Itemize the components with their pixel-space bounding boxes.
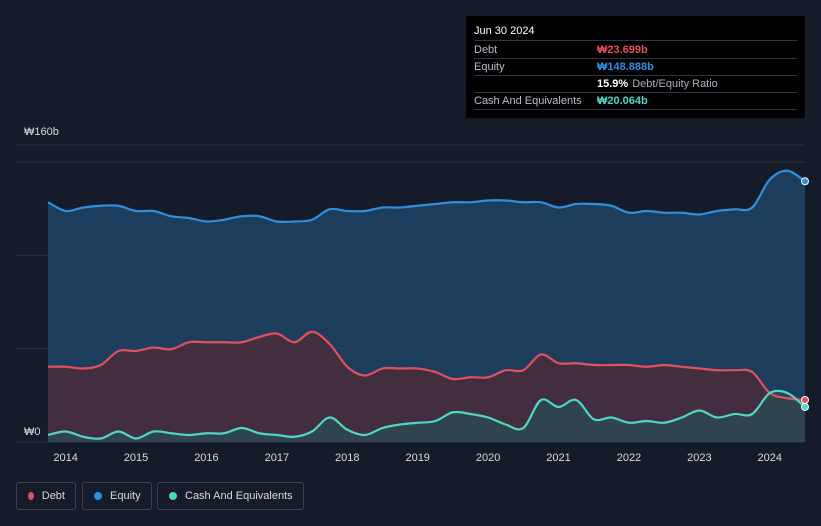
- x-tick-label: 2016: [194, 452, 218, 464]
- x-tick-label: 2022: [617, 452, 641, 464]
- tooltip-equity-value: ₩148.888b: [597, 61, 654, 73]
- equity-dot-icon: [94, 492, 102, 500]
- tooltip-cash-value: ₩20.064b: [597, 95, 648, 107]
- series-lines: [47, 169, 806, 440]
- y-tick-label-zero: ₩0: [24, 426, 41, 438]
- x-tick-label: 2021: [546, 452, 570, 464]
- tooltip-ratio-spacer: [474, 76, 597, 92]
- tooltip-row-debt: Debt ₩23.699b: [474, 42, 797, 59]
- x-tick-label: 2019: [405, 452, 429, 464]
- legend-cash-label: Cash And Equivalents: [185, 490, 293, 502]
- x-axis-ticks: 2014 2015 2016 2017 2018 2019 2020 2021 2022 2023…: [53, 452, 782, 464]
- legend-item-debt[interactable]: Debt: [16, 482, 76, 510]
- equity-line: [47, 169, 806, 224]
- tooltip-panel: Jun 30 2024 Debt ₩23.699b Equity ₩148.88…: [466, 16, 805, 118]
- tooltip-row-cash: Cash And Equivalents ₩20.064b: [474, 93, 797, 110]
- debt-area: [48, 331, 805, 442]
- x-tick-label: 2023: [687, 452, 711, 464]
- tooltip-ratio-value: 15.9%: [597, 78, 629, 90]
- debt-end-marker: [801, 396, 809, 404]
- cash-line: [47, 389, 806, 440]
- tooltip-row-equity: Equity ₩148.888b: [474, 59, 797, 76]
- tooltip-equity-label: Equity: [474, 61, 505, 73]
- cash-end-marker: [801, 403, 809, 411]
- legend-equity-label: Equity: [110, 490, 141, 502]
- end-markers: [801, 177, 809, 411]
- tooltip-debt-label: Debt: [474, 44, 498, 56]
- x-tick-label: 2020: [476, 452, 500, 464]
- debt-dot-icon: [28, 492, 34, 500]
- equity-end-marker: [801, 177, 809, 186]
- legend-debt-label: Debt: [41, 490, 65, 502]
- y-tick-label-max: ₩160b: [24, 126, 59, 138]
- x-tick-label: 2024: [758, 452, 782, 464]
- x-tick-label: 2014: [53, 452, 77, 464]
- legend-item-equity[interactable]: Equity: [82, 482, 152, 510]
- tooltip-ratio-label: Debt/Equity Ratio: [632, 78, 718, 90]
- x-tick-label: 2017: [265, 452, 289, 464]
- legend-item-cash[interactable]: Cash And Equivalents: [157, 482, 304, 510]
- x-tick-label: 2015: [124, 452, 148, 464]
- debt-line: [47, 330, 806, 402]
- x-tick-label: 2018: [335, 452, 359, 464]
- cash-dot-icon: [169, 492, 177, 500]
- tooltip-date: Jun 30 2024: [474, 23, 797, 41]
- tooltip-cash-label: Cash And Equivalents: [474, 95, 582, 107]
- tooltip-debt-value: ₩23.699b: [597, 44, 648, 56]
- tooltip-row-ratio: 15.9% Debt/Equity Ratio: [474, 76, 797, 93]
